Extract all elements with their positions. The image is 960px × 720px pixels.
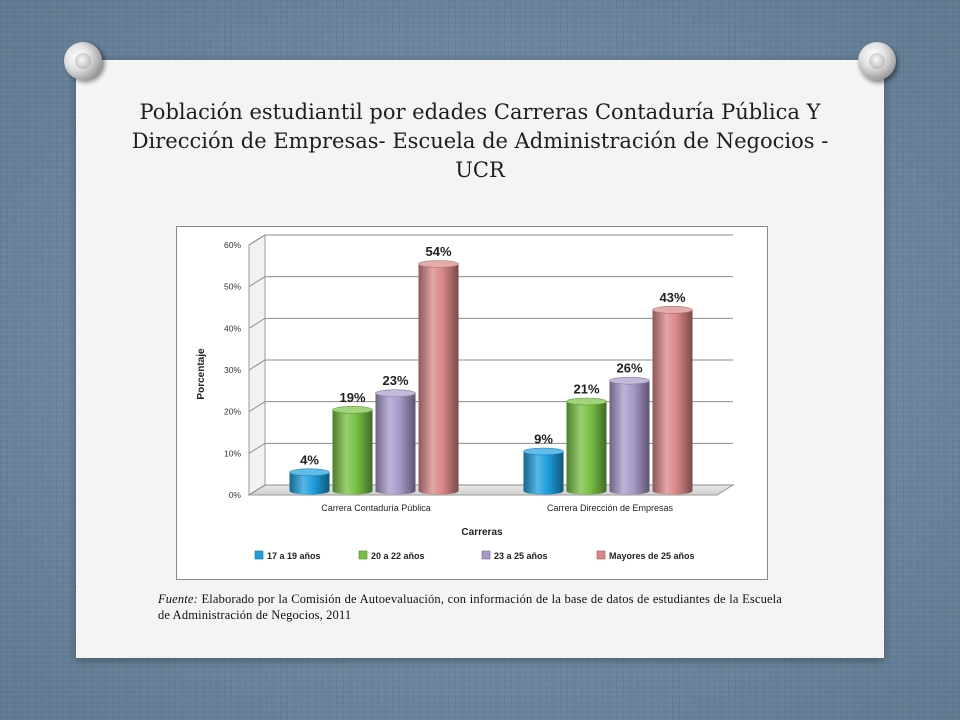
legend-label: 17 a 19 años (267, 551, 321, 561)
bar-top (652, 306, 693, 314)
source-note: Fuente: Elaborado por la Comisión de Aut… (158, 591, 782, 623)
bar-body (652, 309, 693, 495)
bar (523, 447, 564, 495)
y-tick-label: 50% (224, 282, 241, 292)
gridline (248, 317, 733, 329)
data-label: 54% (425, 244, 451, 259)
data-label: 4% (300, 452, 319, 467)
y-tick-label: 30% (224, 365, 241, 375)
gridline (248, 276, 733, 288)
legend-label: Mayores de 25 años (609, 551, 695, 561)
bar (609, 376, 650, 495)
legend-label: 23 a 25 años (494, 551, 548, 561)
y-tick-label: 0% (229, 490, 242, 500)
legend-swatch (358, 550, 368, 560)
legend-swatch (596, 550, 606, 560)
legend-item: Mayores de 25 años (596, 550, 695, 561)
bar (375, 389, 416, 495)
legend-item: 17 a 19 años (254, 550, 321, 561)
bar-top (289, 468, 330, 477)
bar-top (332, 406, 373, 414)
bar-top (418, 260, 459, 268)
bar-body (289, 472, 330, 495)
bar-body (375, 393, 416, 495)
x-axis-label: Carreras (461, 527, 503, 538)
y-axis-label: Porcentaje (196, 348, 207, 400)
bar-top (375, 389, 416, 397)
data-label: 23% (382, 373, 408, 388)
bar (289, 468, 330, 495)
y-tick-label: 20% (224, 407, 241, 417)
y-tick-label: 10% (224, 448, 241, 458)
x-tick-label: Carrera Contaduría Pública (321, 503, 431, 513)
legend-label: 20 a 22 años (371, 551, 425, 561)
source-label: Fuente: (158, 592, 198, 606)
bar-top (609, 376, 650, 385)
data-label: 21% (573, 382, 599, 397)
legend-swatch (481, 550, 491, 560)
bar (418, 260, 459, 495)
data-label: 43% (659, 290, 685, 305)
data-label: 19% (339, 390, 365, 405)
legend: 17 a 19 años 20 a 22 años 23 a 25 años Mayo… (254, 550, 695, 561)
bar-body (523, 451, 564, 495)
legend-swatch (254, 550, 264, 560)
bar-body (609, 380, 650, 495)
legend-item: 20 a 22 años (358, 550, 425, 561)
gridline (248, 234, 733, 246)
bar (566, 397, 607, 495)
legend-item: 23 a 25 años (481, 550, 548, 561)
bar (652, 306, 693, 495)
bar-body (566, 401, 607, 495)
bar-top (566, 397, 607, 406)
bar-body (418, 264, 459, 495)
chart-container: 0% 10% 20% 30% 40% 50% 60% Carrera Contaduría P… (176, 226, 768, 580)
x-tick-label: Carrera Dirección de Empresas (547, 503, 674, 513)
y-tick-label: 60% (224, 240, 241, 250)
data-label: 9% (534, 432, 553, 447)
gridline (248, 359, 733, 371)
source-text: Elaborado por la Comisión de Autoevaluac… (158, 592, 782, 622)
pushpin-icon (858, 42, 896, 80)
bar (332, 406, 373, 495)
bar-top (523, 447, 564, 456)
bar-chart: 0% 10% 20% 30% 40% 50% 60% Carrera Contaduría P… (196, 234, 735, 561)
y-tick-label: 40% (224, 323, 241, 333)
bar-body (332, 409, 373, 495)
slide-title: Población estudiantil por edades Carrera… (131, 100, 829, 182)
data-label: 26% (616, 361, 642, 376)
